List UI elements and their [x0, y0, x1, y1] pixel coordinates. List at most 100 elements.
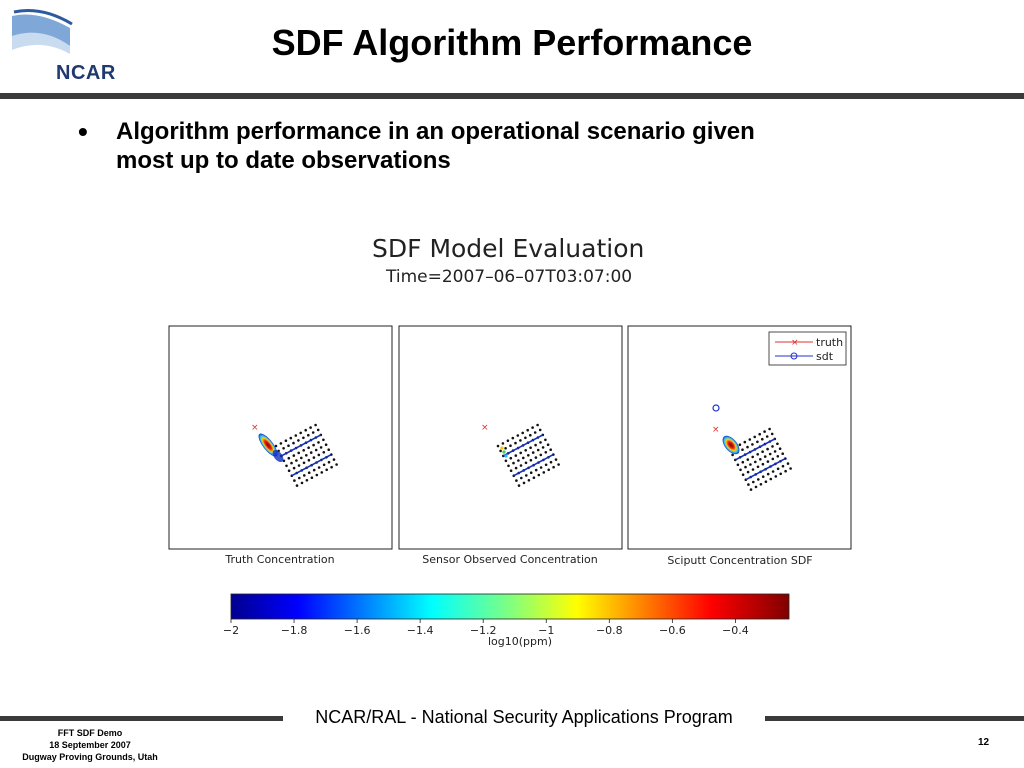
sensor-dot [324, 443, 328, 447]
svg-text:×: × [481, 423, 489, 433]
footer-event: FFT SDF Demo 18 September 2007 Dugway Pr… [0, 727, 180, 763]
sensor-dot [529, 433, 532, 437]
panel-sdf-plume [722, 435, 740, 455]
sensor-dot [322, 438, 325, 442]
panel-truth-source-marker: × [251, 423, 259, 433]
sensor-dot [536, 448, 540, 452]
colorbar-tick-label: −1 [538, 624, 554, 637]
sensor-dot [300, 481, 304, 485]
sensor-dot [769, 477, 773, 481]
legend-sdt-label: sdt [816, 350, 834, 363]
sensor-dot [739, 468, 742, 472]
sensor-dot [536, 423, 539, 427]
sensor-dot [763, 430, 766, 433]
sensor-dot [771, 470, 775, 473]
sensor-dot [539, 466, 543, 469]
sensor-dot [770, 432, 774, 436]
sensor-dot [327, 448, 331, 452]
sensor-dot [282, 447, 285, 450]
colorbar-tick-label: −1.8 [281, 624, 308, 637]
sensor-dot [527, 479, 531, 482]
sensor-dot [789, 467, 792, 470]
sensor-dot [754, 485, 758, 489]
sensor-dot [524, 461, 528, 465]
slide-title: SDF Algorithm Performance [271, 22, 753, 63]
svg-text:×: × [791, 338, 799, 348]
sensor-dot [771, 445, 774, 448]
sensor-dot [289, 436, 293, 440]
sensor-dot [520, 476, 523, 480]
sensor-line [513, 453, 554, 477]
legend-truth-label: truth [816, 336, 843, 349]
footer-divider-right [765, 716, 1024, 721]
sensor-dot [778, 447, 782, 451]
sensor-dot [517, 459, 520, 462]
sensor-dot [761, 437, 764, 441]
sensor-dot [776, 467, 780, 471]
sensor-dot [731, 453, 734, 457]
bullet-line-2: most up to date observations [116, 147, 451, 174]
panel-truth-frame [168, 325, 393, 550]
colorbar-tick-label: −1.4 [407, 624, 434, 637]
sensor-dot [312, 443, 315, 447]
sensor-dot [504, 447, 507, 450]
sensor-dot [781, 464, 785, 468]
footer-event-location: Dugway Proving Grounds, Utah [22, 752, 158, 762]
sensor-dot [504, 459, 508, 463]
panel-sensor-label: Sensor Observed Concentration [422, 553, 597, 566]
sensor-dot [539, 441, 542, 444]
sensor-dot [741, 473, 745, 477]
sensor-dot [534, 468, 538, 472]
sensor-dot [746, 445, 749, 449]
sensor-dot [292, 441, 295, 445]
sensor-dot [526, 428, 529, 432]
sensor-dot [525, 474, 528, 477]
figure-title: SDF Model Evaluation [372, 234, 645, 263]
sensor-dot [319, 446, 323, 449]
sensor-dot [325, 468, 329, 472]
sensor-dot [753, 435, 756, 439]
sensor-dot [514, 454, 518, 457]
colorbar-tick-label: −0.6 [659, 624, 686, 637]
sensor-dot [544, 463, 548, 467]
sensor-dot [519, 464, 523, 467]
sensor-dot [534, 443, 537, 447]
sensor-dot [554, 458, 558, 461]
sensor-dot [766, 460, 770, 463]
sensor-dot [738, 443, 742, 447]
sensor-dot [747, 483, 750, 486]
sensor-dot [496, 444, 500, 448]
svg-text:×: × [251, 423, 259, 433]
panel-sensor-frame [398, 325, 623, 550]
panel-truth-grid [274, 423, 338, 487]
sensor-dot [544, 438, 547, 442]
sensor-dot [292, 466, 296, 470]
panel-truth-label: Truth Concentration [224, 553, 334, 566]
colorbar-tick-label: −0.8 [596, 624, 623, 637]
svg-text:×: × [712, 425, 720, 435]
sensor-dot [312, 468, 316, 472]
sensor-dot [509, 444, 512, 448]
sensor-dot [311, 431, 315, 434]
panel-sdf-legend: × truth sdt [768, 331, 847, 366]
sensor-dot [307, 458, 311, 462]
sensor-dot [287, 456, 291, 460]
sensor-dot [756, 453, 759, 456]
sensor-dot [547, 468, 550, 472]
sensor-dot [322, 451, 326, 454]
sensor-dot [310, 476, 314, 480]
sensor-dot [751, 443, 754, 446]
panel-sdf-markers: × [712, 404, 720, 435]
colorbar-tick-label: −2 [223, 624, 239, 637]
sensor-dot [511, 436, 515, 440]
sensor-dot [506, 439, 510, 443]
sensor-dot [305, 479, 309, 482]
sensor-dot [781, 452, 784, 456]
ncar-logo [12, 9, 73, 54]
footer-program: NCAR/RAL - National Security Application… [315, 707, 733, 727]
figure-time: Time=2007–06–07T03:07:00 [386, 267, 633, 287]
sensor-dot [314, 423, 317, 427]
panel-sensor-grid [496, 423, 560, 487]
panel-sdf-label: Sciputt Concentration SDF [667, 554, 812, 567]
sensor-dot [786, 462, 790, 465]
